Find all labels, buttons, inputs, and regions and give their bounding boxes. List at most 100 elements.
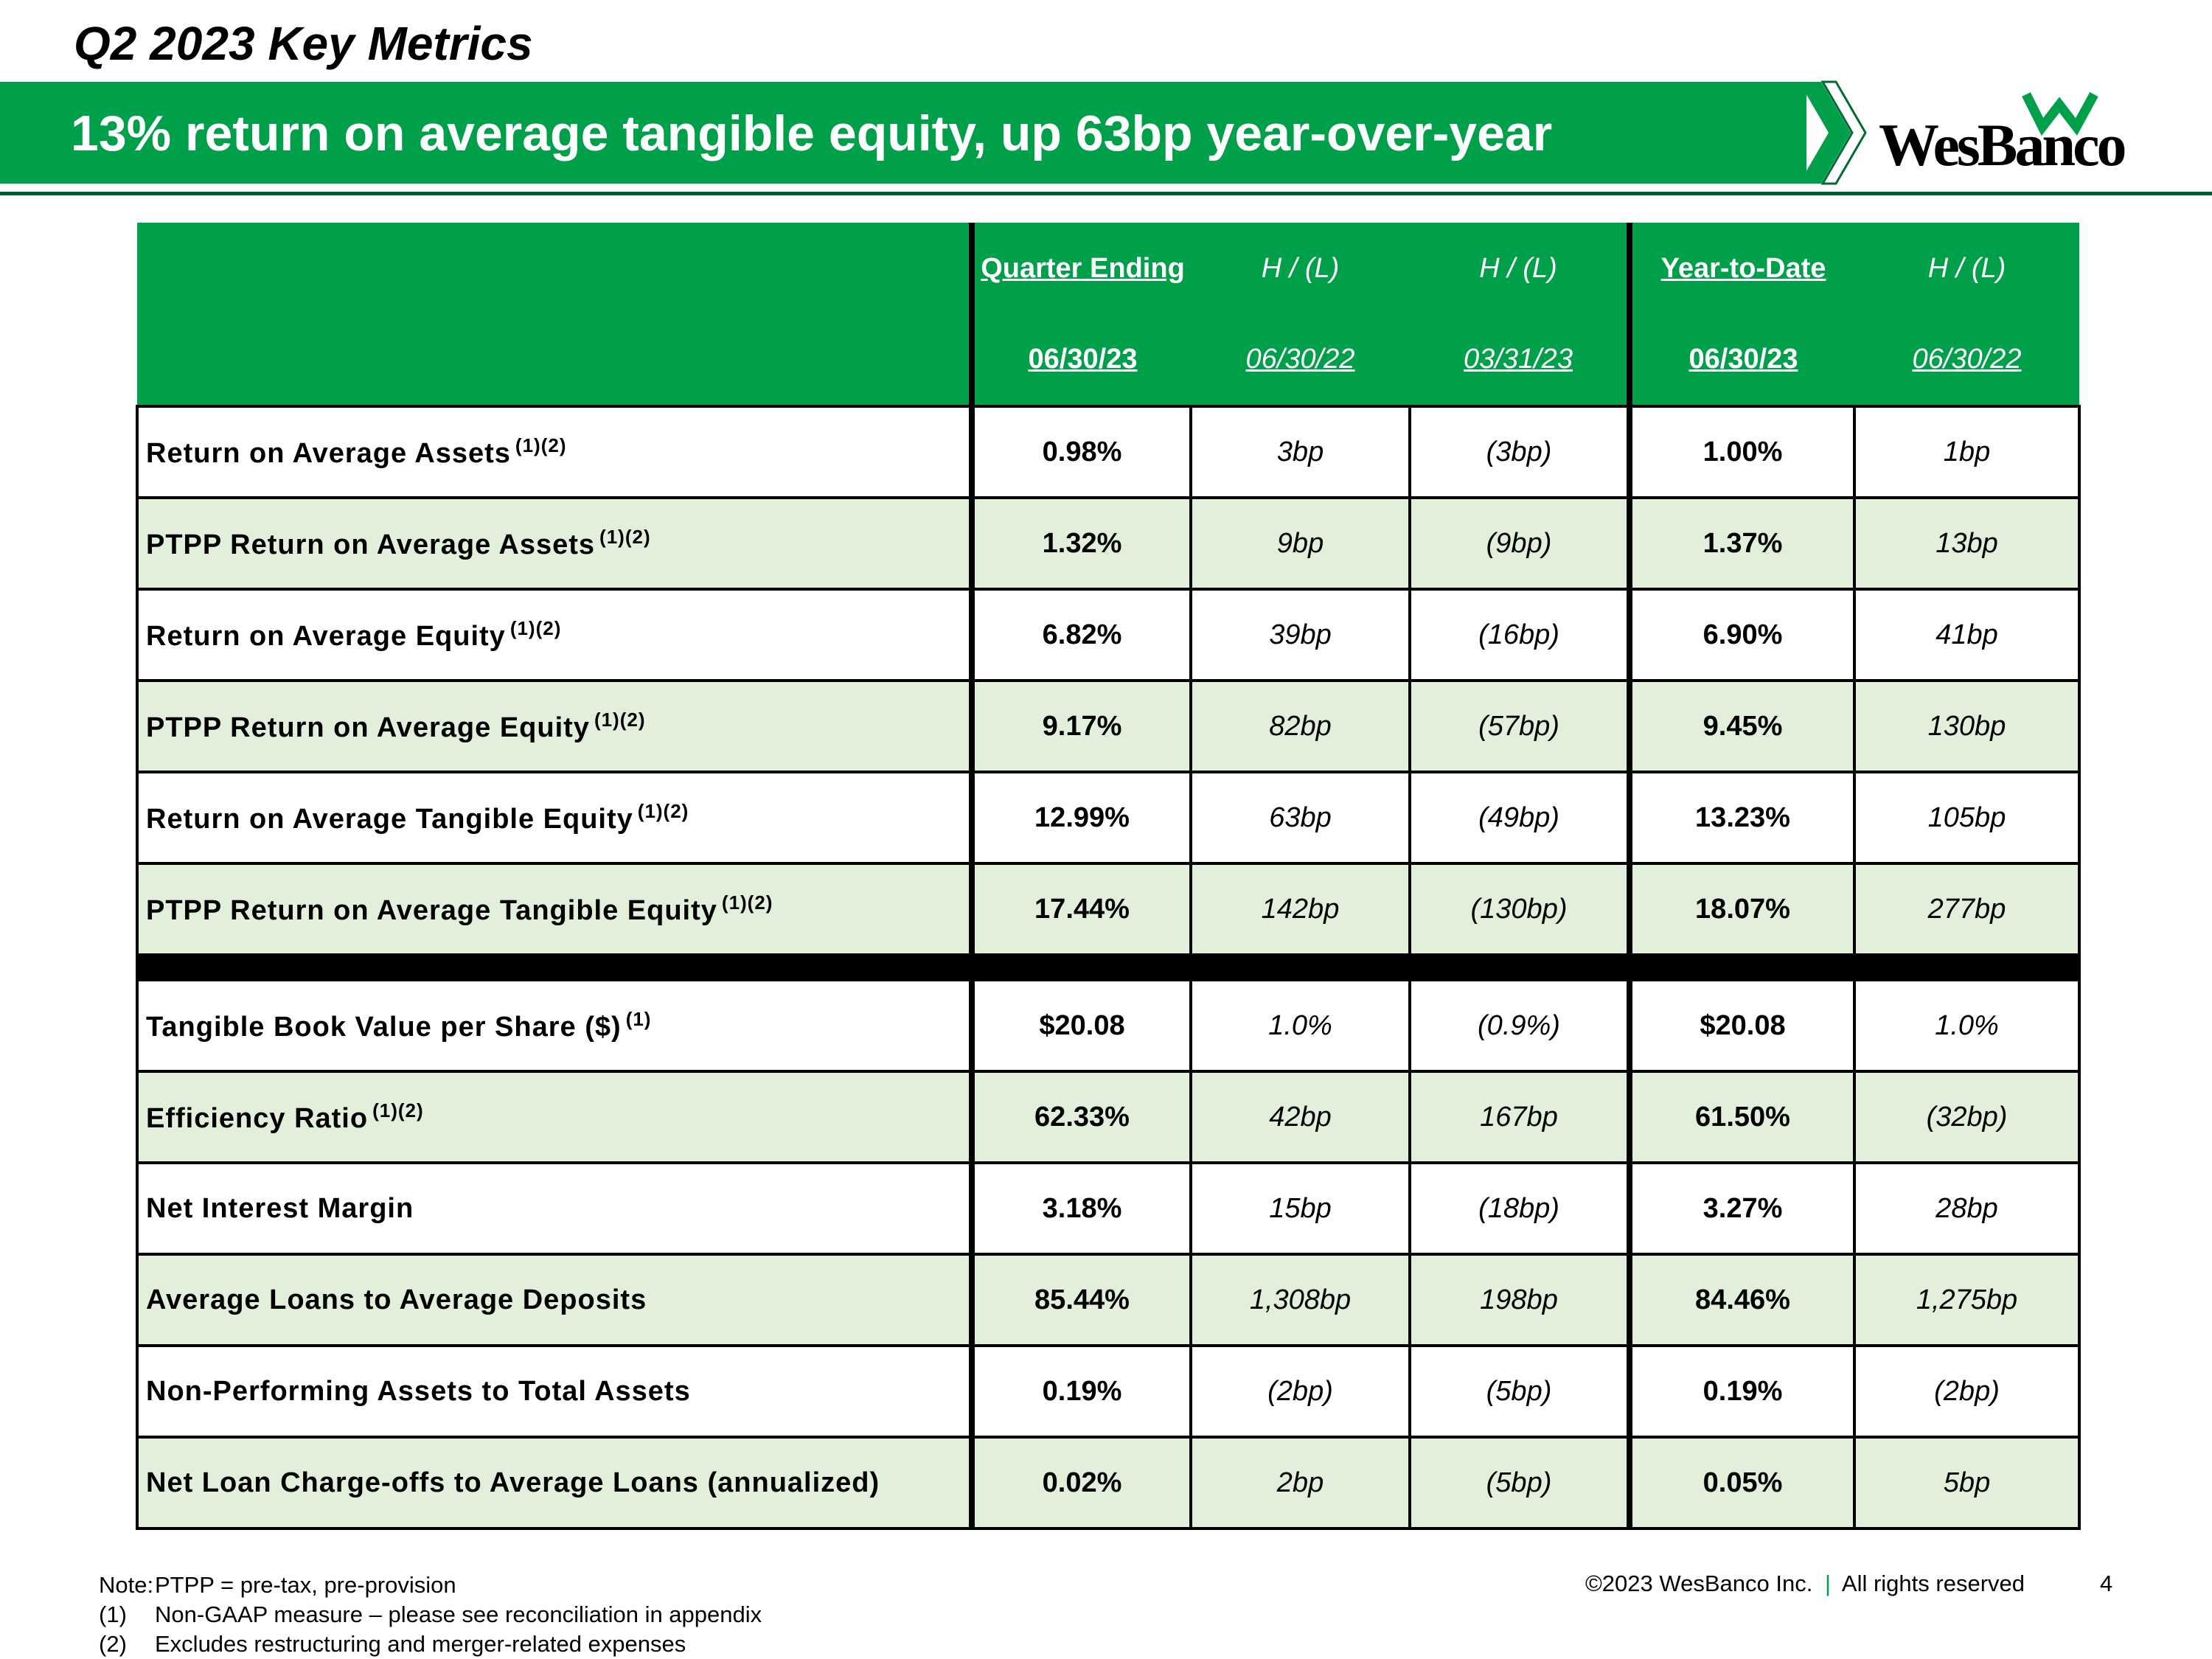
value-cell: 105bp xyxy=(1853,771,2081,865)
value-cell: (5bp) xyxy=(1408,1344,1631,1439)
value-cell: 9.17% xyxy=(969,679,1192,773)
banner xyxy=(0,82,1806,184)
value-cell: (3bp) xyxy=(1408,405,1631,499)
footnote-ref: (1)(2) xyxy=(594,709,646,731)
chevron xyxy=(1799,82,1851,184)
header-cell: 06/30/23 xyxy=(1627,314,1854,406)
footnote-ref: (1)(2) xyxy=(372,1099,424,1121)
value-cell: 1.32% xyxy=(969,496,1192,591)
value-cell: 130bp xyxy=(1853,679,2081,773)
value-cell: 82bp xyxy=(1189,679,1411,773)
value-cell: 0.19% xyxy=(969,1344,1192,1439)
value-cell: 0.19% xyxy=(1627,1344,1856,1439)
value-cell: (130bp) xyxy=(1408,862,1631,956)
row-label: Net Loan Charge-offs to Average Loans (a… xyxy=(146,1467,880,1498)
value-cell: 13.23% xyxy=(1627,771,1856,865)
title: Q2 2023 Key Metrics xyxy=(74,17,533,70)
divider xyxy=(0,192,2212,195)
row-label: Return on Average Equity xyxy=(146,621,506,652)
row-label-cell: PTPP Return on Average Assets (1)(2) xyxy=(136,496,973,591)
data-row: Net Interest Margin 3.18% 15bp (18bp) 3.27% 2… xyxy=(136,1161,2081,1256)
value-cell: 12.99% xyxy=(969,771,1192,865)
header-row: 06/30/23 06/30/22 03/31/23 06/30/23 06/30/22 xyxy=(137,314,2079,406)
value-cell: 28bp xyxy=(1853,1161,2081,1256)
value-cell: (2bp) xyxy=(1853,1344,2081,1439)
value-cell: 6.82% xyxy=(969,588,1192,682)
header-blank xyxy=(137,223,972,314)
value-cell: 9.45% xyxy=(1627,679,1856,773)
subtitle: 13% return on average tangible equity, u… xyxy=(71,105,1553,161)
header-cell: Quarter Ending xyxy=(969,223,1191,314)
value-cell: 277bp xyxy=(1853,862,2081,956)
value-cell: 1,275bp xyxy=(1853,1253,2081,1347)
value-cell: 85.44% xyxy=(969,1253,1192,1347)
value-cell: 42bp xyxy=(1189,1070,1411,1164)
value-cell: 1.37% xyxy=(1627,496,1856,591)
header-cell: 06/30/22 xyxy=(1854,314,2079,406)
value-cell: 5bp xyxy=(1853,1436,2081,1530)
header-blank xyxy=(137,314,972,406)
value-cell: 84.46% xyxy=(1627,1253,1856,1347)
rights: All rights reserved xyxy=(1841,1571,2025,1596)
header-cell: 06/30/22 xyxy=(1191,314,1410,406)
value-cell: 1.0% xyxy=(1853,978,2081,1073)
header-cell: Year-to-Date xyxy=(1627,223,1854,314)
header-cell: 03/31/23 xyxy=(1410,314,1630,406)
chevron-outline xyxy=(1820,80,1867,185)
data-row: Tangible Book Value per Share ($) (1) $20.… xyxy=(136,978,2081,1073)
data-row: Return on Average Equity (1)(2) 6.82% 39bp(… xyxy=(136,588,2081,682)
value-cell: 39bp xyxy=(1189,588,1411,682)
footnote-ref: (1) xyxy=(625,1008,652,1030)
row-label: Efficiency Ratio xyxy=(146,1103,369,1134)
row-label-cell: PTPP Return on Average Tangible Equity (1… xyxy=(136,862,973,956)
value-cell: 18.07% xyxy=(1627,862,1856,956)
value-cell: (5bp) xyxy=(1408,1436,1631,1530)
value-cell: (49bp) xyxy=(1408,771,1631,865)
footnote-ref: (1)(2) xyxy=(599,526,651,548)
row-label-cell: Net Interest Margin xyxy=(136,1161,973,1256)
footnote-ref: (1)(2) xyxy=(509,617,562,639)
value-cell: (32bp) xyxy=(1853,1070,2081,1164)
row-label-cell: Net Loan Charge-offs to Average Loans (a… xyxy=(136,1436,973,1530)
value-cell: 0.02% xyxy=(969,1436,1192,1530)
copyright: ©2023 WesBanco Inc. xyxy=(1585,1571,1813,1596)
row-label-cell: Return on Average Tangible Equity (1)(2) xyxy=(136,771,973,865)
footnote-text: PTPP = pre-tax, pre-provision xyxy=(155,1572,456,1598)
row-label: Return on Average Assets xyxy=(146,438,511,469)
row-label-cell: Return on Average Equity (1)(2) xyxy=(136,588,973,682)
value-cell: 3.27% xyxy=(1627,1161,1856,1256)
value-cell: 62.33% xyxy=(969,1070,1192,1164)
value-cell: 13bp xyxy=(1853,496,2081,591)
footnote-text: Non-GAAP measure – please see reconcilia… xyxy=(155,1601,762,1627)
footnote: (1) Non-GAAP measure – please see reconci… xyxy=(99,1600,762,1630)
row-label-cell: Tangible Book Value per Share ($) (1) xyxy=(136,978,973,1073)
row-label-cell: Average Loans to Average Deposits xyxy=(136,1253,973,1347)
data-row: Return on Average Tangible Equity (1)(2) 1… xyxy=(136,771,2081,865)
value-cell: 0.05% xyxy=(1627,1436,1856,1530)
value-cell: 3.18% xyxy=(969,1161,1192,1256)
value-cell: 3bp xyxy=(1189,405,1411,499)
data-row: Efficiency Ratio (1)(2) 62.33% 42bp 167bp 61.… xyxy=(136,1070,2081,1164)
value-cell: 142bp xyxy=(1189,862,1411,956)
value-cell: (16bp) xyxy=(1408,588,1631,682)
copyright-line: ©2023 WesBanco Inc. | All rights reserve… xyxy=(1585,1571,2025,1597)
row-label-cell: PTPP Return on Average Equity (1)(2) xyxy=(136,679,973,773)
separator xyxy=(136,953,2081,981)
value-cell: 15bp xyxy=(1189,1161,1411,1256)
row-label-cell: Non-Performing Assets to Total Assets xyxy=(136,1344,973,1439)
header-cell: H / (L) xyxy=(1410,223,1630,314)
footnotes: Note:PTPP = pre-tax, pre-provision (1) Non… xyxy=(99,1571,762,1659)
value-cell: 0.98% xyxy=(969,405,1192,499)
data-row: PTPP Return on Average Tangible Equity (1… xyxy=(136,862,2081,956)
row-label-cell: Return on Average Assets (1)(2) xyxy=(136,405,973,499)
banner-graphics xyxy=(0,80,2212,195)
header-cell: 06/30/23 xyxy=(969,314,1191,406)
footnote: (2) Excludes restructuring and merger-rel… xyxy=(99,1630,762,1659)
row-label: PTPP Return on Average Equity xyxy=(146,712,590,743)
value-cell: 1,308bp xyxy=(1189,1253,1411,1347)
separator: | xyxy=(1824,1571,1831,1596)
row-label: PTPP Return on Average Tangible Equity xyxy=(146,895,717,926)
data-row: Net Loan Charge-offs to Average Loans (a… xyxy=(136,1436,2081,1530)
value-cell: 9bp xyxy=(1189,496,1411,591)
